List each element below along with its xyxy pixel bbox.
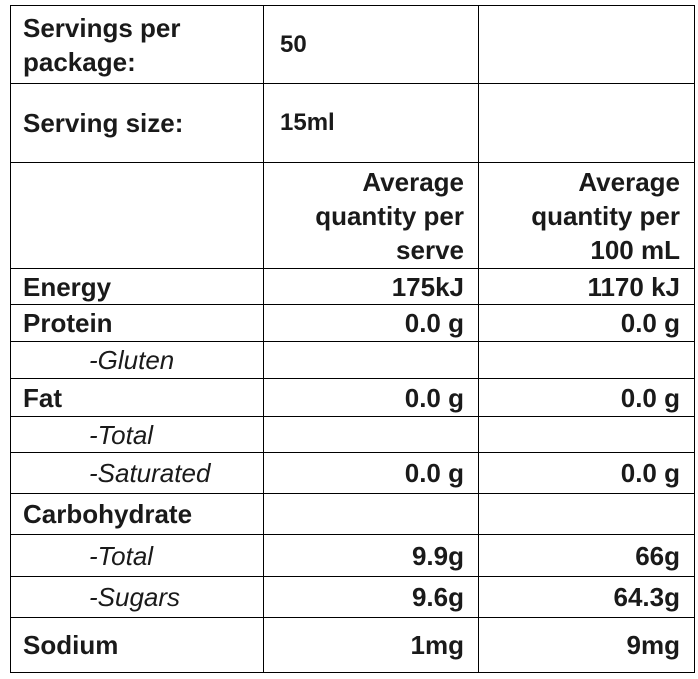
- table-cell: -Gluten: [10, 341, 264, 379]
- table-cell: Protein: [10, 304, 264, 342]
- table-row: Energy 175kJ 1170 kJ: [10, 268, 695, 305]
- table-row: -Total 9.9g 66g: [10, 534, 695, 577]
- table-cell: [10, 162, 264, 269]
- table-row: Average quantity per serve Average quanti…: [10, 162, 695, 269]
- table-cell: [478, 493, 695, 535]
- table-cell: Energy: [10, 268, 264, 305]
- table-cell: 1170 kJ: [478, 268, 695, 305]
- table-cell: [263, 416, 479, 453]
- table-cell: 64.3g: [478, 576, 695, 618]
- table-cell: 1mg: [263, 617, 479, 673]
- table-cell: Fat: [10, 378, 264, 417]
- table-cell: 0.0 g: [478, 452, 695, 494]
- table-cell: Average quantity per serve: [263, 162, 479, 269]
- table-cell: 15ml: [263, 83, 479, 163]
- table-cell: 50: [263, 5, 479, 84]
- table-cell: -Sugars: [10, 576, 264, 618]
- table-cell: 9.6g: [263, 576, 479, 618]
- table-cell: [263, 341, 479, 379]
- table-cell: [478, 416, 695, 453]
- table-cell: [263, 493, 479, 535]
- table-body: Servings per package: 50 Serving size: 15ml…: [10, 5, 695, 673]
- table-cell: Serving size:: [10, 83, 264, 163]
- table-row: -Sugars 9.6g 64.3g: [10, 576, 695, 618]
- table-cell: [478, 341, 695, 379]
- table-row: Protein 0.0 g 0.0 g: [10, 304, 695, 342]
- table-cell: Carbohydrate: [10, 493, 264, 535]
- table-row: Sodium 1mg 9mg: [10, 617, 695, 673]
- table-cell: Servings per package:: [10, 5, 264, 84]
- table-cell: [478, 83, 695, 163]
- table-cell: 0.0 g: [263, 378, 479, 417]
- table-cell: 0.0 g: [478, 304, 695, 342]
- table-cell: 9mg: [478, 617, 695, 673]
- table-cell: -Total: [10, 534, 264, 577]
- table-cell: -Saturated: [10, 452, 264, 494]
- table-cell: Average quantity per 100 mL: [478, 162, 695, 269]
- table-cell: 175kJ: [263, 268, 479, 305]
- table-row: Fat 0.0 g 0.0 g: [10, 378, 695, 417]
- table-cell: 0.0 g: [263, 304, 479, 342]
- table-cell: 0.0 g: [263, 452, 479, 494]
- table-cell: Sodium: [10, 617, 264, 673]
- table-cell: 9.9g: [263, 534, 479, 577]
- table-row: Carbohydrate: [10, 493, 695, 535]
- nutrition-table: Servings per package: 50 Serving size: 15ml…: [10, 5, 695, 673]
- table-cell: 66g: [478, 534, 695, 577]
- table-row: Servings per package: 50: [10, 5, 695, 84]
- table-row: Serving size: 15ml: [10, 83, 695, 163]
- table-row: -Gluten: [10, 341, 695, 379]
- table-cell: [478, 5, 695, 84]
- table-cell: 0.0 g: [478, 378, 695, 417]
- table-row: -Saturated 0.0 g 0.0 g: [10, 452, 695, 494]
- table-row: -Total: [10, 416, 695, 453]
- table-cell: -Total: [10, 416, 264, 453]
